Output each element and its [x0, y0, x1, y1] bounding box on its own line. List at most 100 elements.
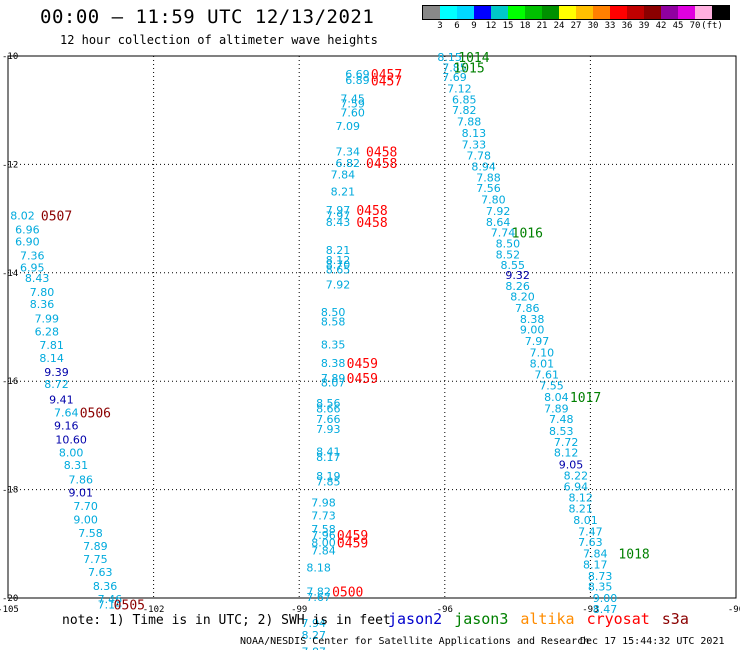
- wave-height-value: 7.67: [306, 591, 331, 604]
- mission-legend: jason2 jason3 altika cryosat s3a: [388, 610, 701, 628]
- wave-height-value: 8.38: [321, 357, 346, 370]
- wave-height-value: 7.89: [83, 540, 108, 553]
- wave-height-value: 7.92: [326, 279, 351, 292]
- chart-subtitle: 12 hour collection of altimeter wave hei…: [60, 33, 378, 47]
- wave-height-value: 6.28: [35, 325, 60, 338]
- wave-height-value: 8.01: [530, 357, 555, 370]
- color-swatch: [576, 6, 593, 19]
- pass-time-label: 0458: [356, 216, 387, 231]
- color-swatch: [712, 6, 729, 19]
- color-scale-label: 18: [519, 21, 531, 31]
- pass-time-label: 0459: [347, 357, 378, 372]
- wave-height-value: 7.98: [311, 497, 336, 510]
- wave-height-value: 7.84: [583, 548, 608, 561]
- color-swatch: [457, 6, 474, 19]
- credit-line: NOAA/NESDIS Center for Satellite Applica…: [240, 636, 590, 647]
- pass-time-label: 0459: [337, 529, 368, 544]
- wave-height-value: 8.27: [302, 629, 327, 642]
- wave-height-value: 9.00: [73, 513, 98, 526]
- mission-legend-item: altika: [520, 610, 575, 628]
- axis-tick-labels: -105 -102 -99 -96 -93 -90 -10 -12 -14 -16 -18 -20: [0, 52, 740, 615]
- wave-height-value: 8.35: [321, 338, 346, 351]
- wave-height-value: 8.18: [306, 562, 331, 575]
- wave-height-values: 8.026.966.907.366.958.437.808.367.996.28…: [10, 51, 617, 650]
- wave-height-value: 6.89: [345, 74, 370, 87]
- color-swatch: [542, 6, 559, 19]
- mission-legend-item: jason3: [454, 610, 509, 628]
- wave-height-value: 7.87: [302, 646, 327, 650]
- wave-height-value: 7.61: [534, 369, 559, 382]
- wave-height-value: 9.39: [44, 366, 69, 379]
- wave-height-value: 8.50: [496, 238, 521, 251]
- wave-height-value: 7.96: [311, 529, 336, 542]
- color-scale-label: 9: [471, 21, 477, 31]
- wave-height-value: 8.07: [321, 376, 346, 389]
- pass-time-label: 0506: [80, 407, 111, 422]
- wave-height-value: 8.31: [64, 459, 89, 472]
- wave-height-value: 7.48: [549, 413, 574, 426]
- wave-height-value: 7.66: [316, 413, 341, 426]
- wave-height-value: 8.70: [326, 259, 351, 272]
- wave-height-value: 8.55: [500, 259, 525, 272]
- wave-height-value: 8.64: [486, 216, 511, 229]
- color-scale-label: 6: [454, 21, 460, 31]
- x-tick-label: -90: [728, 605, 740, 615]
- wave-height-value: 7.58: [311, 523, 336, 536]
- pass-time-label: 0457: [371, 74, 402, 89]
- wave-height-value: 10.60: [55, 434, 87, 447]
- pass-time-label: 0459: [347, 372, 378, 387]
- footnote: note: 1) Time is in UTC; 2) SWH is in fe…: [62, 613, 391, 628]
- wave-height-value: 8.53: [549, 425, 574, 438]
- wave-height-value: 8.47: [593, 603, 618, 616]
- wave-height-value: 8.50: [321, 306, 346, 319]
- grid-lines: [8, 56, 736, 598]
- color-scale-legend: 3 6 9 12 15 18 21 24 27 30 33 36 39 42 45 70 (ft): [422, 5, 730, 32]
- wave-height-value: 8.14: [39, 352, 64, 365]
- wave-height-value: 6.90: [15, 235, 40, 248]
- pass-time-label: 0458: [366, 145, 397, 160]
- color-scale-label: 12: [485, 21, 497, 31]
- x-tick-label: -96: [437, 605, 453, 615]
- wave-height-value: 7.46: [98, 593, 123, 606]
- color-swatch: [474, 6, 491, 19]
- color-scale-label: 45: [672, 21, 684, 31]
- pass-time-label: 1016: [512, 227, 543, 242]
- wave-height-value: 8.21: [568, 503, 593, 516]
- color-scale-labels: 3 6 9 12 15 18 21 24 27 30 33 36 39 42 45 70 (ft): [422, 20, 730, 32]
- wave-height-value: 8.15: [437, 51, 462, 64]
- color-swatch: [593, 6, 610, 19]
- wave-height-value: 8.52: [496, 248, 521, 261]
- color-swatch: [627, 6, 644, 19]
- wave-height-value: 7.56: [476, 182, 501, 195]
- wave-height-value: 8.58: [321, 316, 346, 329]
- wave-height-value: 6.82: [335, 157, 360, 170]
- wave-height-value: 9.41: [49, 394, 74, 407]
- wave-height-value: 7.34: [335, 145, 360, 158]
- wave-height-value: 8.17: [316, 451, 341, 464]
- wave-height-value: 7.92: [486, 205, 511, 218]
- color-swatch: [423, 6, 440, 19]
- wave-height-value: 8.22: [564, 470, 589, 483]
- wave-height-value: 7.63: [578, 536, 603, 549]
- color-scale-label: (ft): [701, 21, 723, 31]
- color-scale-label: 21: [536, 21, 548, 31]
- mission-legend-item: jason2: [388, 610, 443, 628]
- color-scale-label: 39: [638, 21, 650, 31]
- wave-height-value: 7.97: [525, 335, 550, 348]
- wave-height-value: 8.94: [471, 161, 496, 174]
- wave-height-value: 7.88: [457, 116, 482, 129]
- x-tick-label: -102: [143, 605, 165, 615]
- wave-height-value: 8.13: [462, 127, 487, 140]
- generated-timestamp: Dec 17 15:44:32 UTC 2021: [580, 636, 725, 647]
- wave-height-value: 7.81: [39, 339, 64, 352]
- color-scale-label: 42: [655, 21, 667, 31]
- wave-height-value: 8.56: [316, 397, 341, 410]
- wave-height-value: 6.69: [345, 68, 370, 81]
- wave-height-value: 8.00: [311, 537, 336, 550]
- wave-height-value: 8.72: [44, 378, 69, 391]
- wave-height-value: 7.97: [326, 204, 351, 217]
- wave-height-value: 7.93: [316, 423, 341, 436]
- wave-height-value: 7.69: [442, 71, 467, 84]
- wave-height-value: 7.63: [88, 566, 113, 579]
